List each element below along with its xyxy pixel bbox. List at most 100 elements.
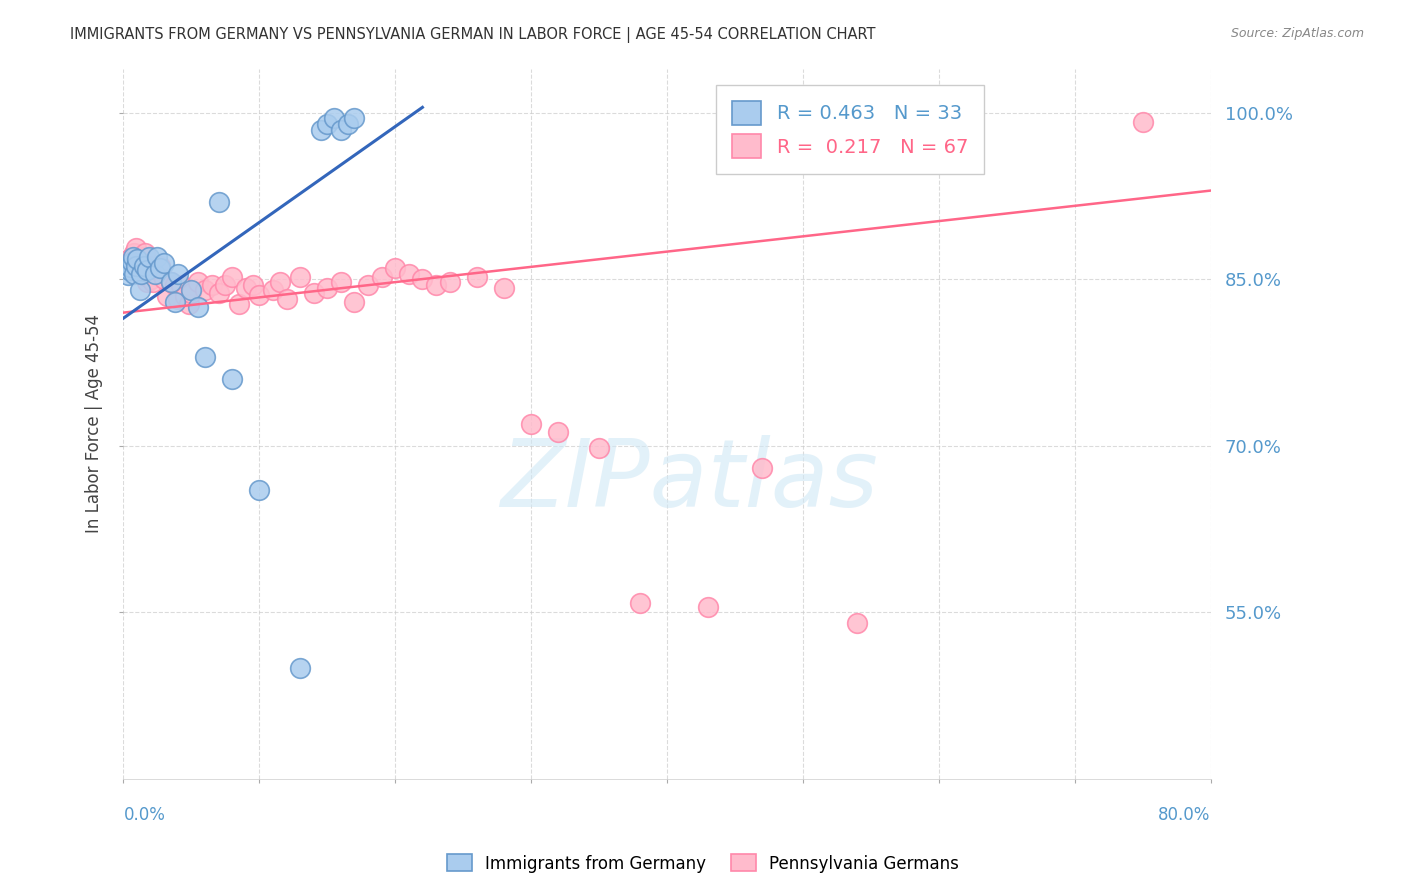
Point	[846, 616, 869, 631]
Point	[207, 194, 229, 209]
Point	[117, 268, 139, 282]
Point	[125, 259, 148, 273]
Point	[228, 297, 250, 311]
Point	[121, 256, 143, 270]
Point	[132, 250, 155, 264]
Point	[120, 260, 142, 274]
Point	[928, 117, 950, 131]
Point	[136, 270, 159, 285]
Point	[121, 254, 143, 268]
Point	[160, 275, 183, 289]
Point	[302, 285, 325, 300]
Point	[134, 245, 156, 260]
Text: 80.0%: 80.0%	[1159, 806, 1211, 824]
Point	[1132, 115, 1154, 129]
Point	[165, 294, 187, 309]
Point	[124, 245, 146, 260]
Point	[127, 266, 149, 280]
Point	[873, 122, 896, 136]
Point	[135, 263, 157, 277]
Point	[411, 272, 433, 286]
Point	[207, 285, 229, 300]
Point	[242, 277, 264, 292]
Point	[370, 270, 392, 285]
Y-axis label: In Labor Force | Age 45-54: In Labor Force | Age 45-54	[86, 314, 103, 533]
Point	[169, 277, 191, 292]
Point	[316, 281, 339, 295]
Point	[149, 261, 172, 276]
Point	[357, 277, 380, 292]
Point	[125, 252, 148, 267]
Point	[187, 275, 209, 289]
Point	[143, 267, 166, 281]
Point	[180, 285, 202, 300]
Point	[343, 112, 366, 126]
Point	[122, 250, 145, 264]
Point	[214, 277, 236, 292]
Point	[309, 122, 332, 136]
Point	[547, 425, 569, 440]
Point	[124, 241, 146, 255]
Point	[180, 284, 202, 298]
Point	[129, 263, 152, 277]
Point	[329, 122, 352, 136]
Point	[122, 250, 145, 264]
Point	[221, 270, 243, 285]
Point	[398, 267, 420, 281]
Point	[153, 272, 176, 286]
Point	[128, 259, 150, 273]
Point	[425, 277, 447, 292]
Point	[288, 661, 311, 675]
Point	[128, 284, 150, 298]
Point	[329, 275, 352, 289]
Text: 0.0%: 0.0%	[124, 806, 166, 824]
Point	[235, 281, 257, 295]
Point	[288, 270, 311, 285]
Point	[139, 272, 162, 286]
Point	[194, 350, 217, 364]
Point	[173, 289, 195, 303]
Point	[492, 281, 515, 295]
Point	[120, 263, 142, 277]
Point	[165, 277, 187, 292]
Point	[142, 275, 165, 289]
Text: ZIPatlas: ZIPatlas	[501, 435, 877, 526]
Point	[336, 117, 359, 131]
Point	[520, 417, 543, 431]
Point	[124, 267, 146, 281]
Point	[201, 277, 224, 292]
Point	[751, 461, 773, 475]
Legend: R = 0.463   N = 33, R =  0.217   N = 67: R = 0.463 N = 33, R = 0.217 N = 67	[716, 86, 984, 174]
Point	[221, 372, 243, 386]
Point	[124, 259, 146, 273]
Point	[146, 250, 169, 264]
Point	[132, 259, 155, 273]
Point	[323, 112, 346, 126]
Point	[118, 263, 141, 277]
Text: Source: ZipAtlas.com: Source: ZipAtlas.com	[1230, 27, 1364, 40]
Point	[465, 270, 488, 285]
Text: IMMIGRANTS FROM GERMANY VS PENNSYLVANIA GERMAN IN LABOR FORCE | AGE 45-54 CORREL: IMMIGRANTS FROM GERMANY VS PENNSYLVANIA …	[70, 27, 876, 43]
Point	[129, 267, 152, 281]
Point	[118, 252, 141, 267]
Point	[247, 288, 270, 302]
Point	[117, 259, 139, 273]
Point	[131, 257, 153, 271]
Point	[247, 483, 270, 498]
Legend: Immigrants from Germany, Pennsylvania Germans: Immigrants from Germany, Pennsylvania Ge…	[440, 847, 966, 880]
Point	[696, 599, 718, 614]
Point	[316, 117, 339, 131]
Point	[628, 596, 651, 610]
Point	[166, 267, 188, 281]
Point	[138, 259, 160, 273]
Point	[146, 263, 169, 277]
Point	[135, 275, 157, 289]
Point	[384, 261, 406, 276]
Point	[177, 297, 200, 311]
Point	[262, 284, 284, 298]
Point	[194, 284, 217, 298]
Point	[439, 275, 461, 289]
Point	[269, 275, 291, 289]
Point	[588, 441, 610, 455]
Point	[149, 259, 172, 273]
